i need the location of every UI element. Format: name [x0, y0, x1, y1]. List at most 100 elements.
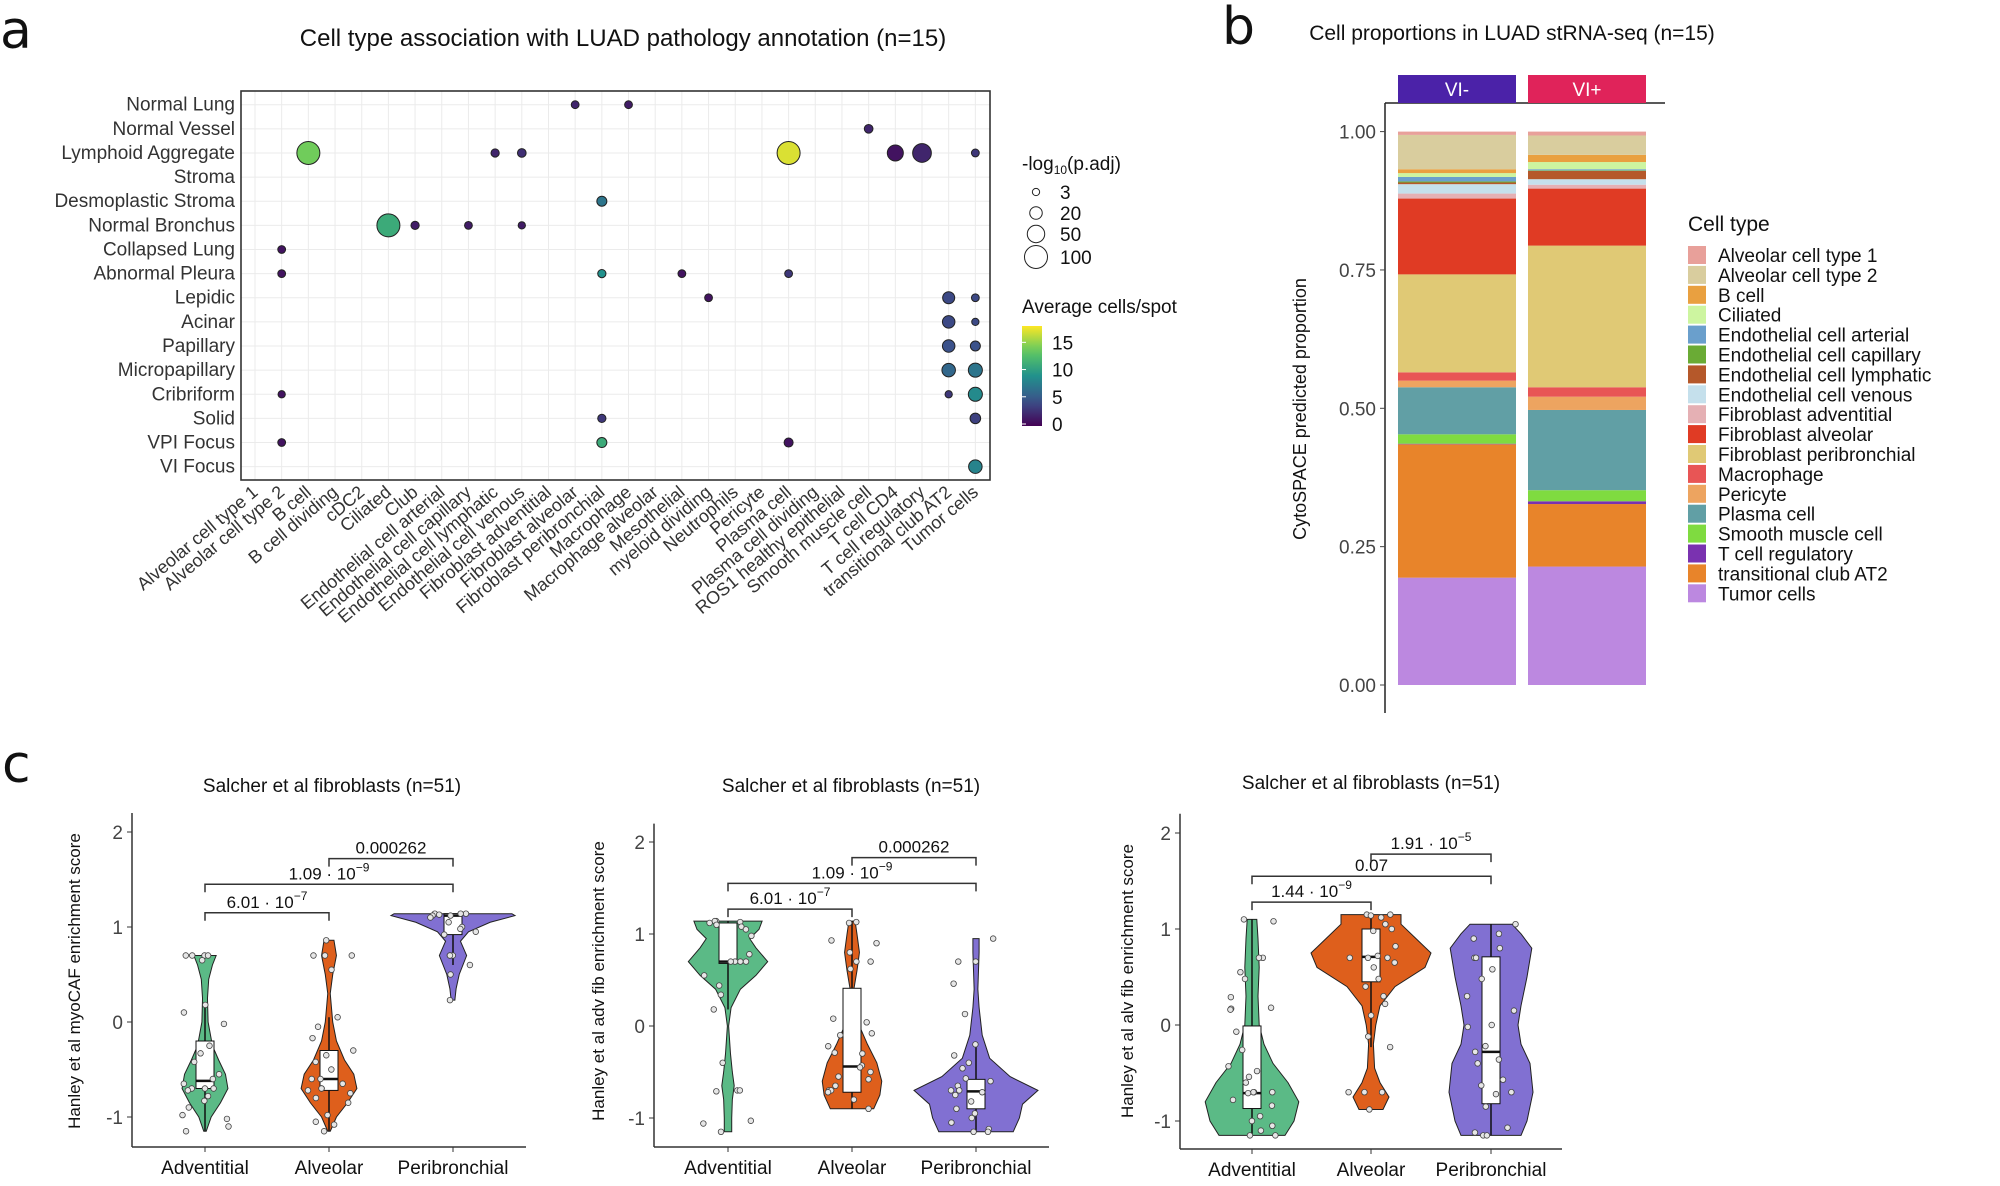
- data-point: [1508, 1088, 1515, 1096]
- data-point: [1366, 1106, 1373, 1113]
- data-point: [847, 965, 854, 973]
- legend-label: Tumor cells: [1718, 584, 1815, 605]
- y-tick-label: 0.50: [1339, 399, 1376, 420]
- p-value-exponent: −9: [356, 860, 370, 874]
- data-point: [204, 952, 212, 959]
- bubble: [677, 269, 687, 279]
- data-point: [197, 1050, 204, 1057]
- data-point: [1367, 1012, 1375, 1019]
- p-value-label: 1.44 · 10−9: [1271, 878, 1352, 901]
- significance-bracket: [1370, 853, 1492, 863]
- data-point: [1244, 1089, 1252, 1097]
- data-point: [1474, 1060, 1481, 1067]
- legend-swatch: [1688, 504, 1706, 523]
- bubble: [942, 291, 956, 305]
- bubble: [941, 339, 956, 353]
- y-tick-label: 0: [634, 1017, 645, 1038]
- row-label: Cribriform: [152, 384, 235, 405]
- data-point: [427, 914, 434, 921]
- data-point: [738, 923, 745, 930]
- data-point: [1499, 1076, 1507, 1083]
- legend-swatch: [1688, 265, 1706, 284]
- data-point: [1233, 1028, 1240, 1035]
- data-point: [1472, 954, 1480, 961]
- p-value-text: 1.09 · 10: [812, 863, 879, 882]
- box: [842, 987, 862, 1093]
- bubble: [969, 340, 981, 352]
- data-point: [837, 1031, 844, 1039]
- violin-1-title: Salcher et al fibroblasts (n=51): [203, 776, 461, 797]
- bubble: [296, 140, 321, 165]
- bubble: [596, 437, 608, 449]
- data-point: [1478, 975, 1485, 983]
- legend-label: Alveolar cell type 1: [1718, 246, 1877, 267]
- bubble: [944, 390, 953, 399]
- data-point: [447, 971, 454, 978]
- p-value-exponent: −7: [294, 889, 308, 903]
- data-point: [1471, 1048, 1479, 1056]
- colorbar-label: 10: [1052, 361, 1073, 382]
- legend-swatch: [1688, 524, 1706, 543]
- data-point: [953, 1105, 960, 1112]
- data-point: [1496, 945, 1504, 952]
- bubble: [277, 245, 287, 254]
- data-point: [746, 951, 753, 958]
- bubble: [624, 100, 633, 110]
- data-point: [179, 1111, 186, 1119]
- p-value-label: 1.09 · 10−9: [812, 859, 893, 882]
- x-tick-label: Adventitial: [161, 1158, 249, 1179]
- violin-1-ylabel: Hanley et al myoCAF enrichment score: [65, 833, 84, 1129]
- bubble: [704, 293, 713, 303]
- p-value-text: 1.91 · 10: [1391, 834, 1458, 853]
- size-legend-label: 50: [1060, 225, 1081, 246]
- data-point: [310, 952, 317, 959]
- legend-label: Pericyte: [1718, 485, 1787, 506]
- data-point: [1237, 969, 1244, 976]
- bar-segment: [1528, 154, 1646, 163]
- y-tick-label: 1: [634, 925, 645, 946]
- legend-label: Endothelial cell capillary: [1718, 346, 1921, 367]
- data-point: [457, 910, 464, 917]
- data-point: [1512, 921, 1519, 928]
- data-point: [435, 911, 443, 918]
- box: [1242, 1025, 1262, 1110]
- size-legend-circle: [1024, 245, 1048, 269]
- data-point: [345, 1099, 352, 1106]
- data-point: [965, 1059, 972, 1066]
- row-label: Solid: [193, 408, 235, 429]
- legend-label: Plasma cell: [1718, 505, 1815, 526]
- data-point: [713, 1088, 720, 1095]
- data-point: [323, 1052, 330, 1059]
- data-point: [1257, 1127, 1265, 1134]
- legend-swatch: [1688, 246, 1706, 264]
- legend-swatch: [1688, 484, 1706, 503]
- x-tick-label: Alveolar: [295, 1158, 364, 1179]
- data-point: [210, 1085, 217, 1092]
- data-point: [845, 919, 853, 927]
- data-point: [719, 1059, 726, 1066]
- row-label: Collapsed Lung: [103, 239, 235, 260]
- data-point: [828, 937, 835, 944]
- data-point: [215, 1071, 223, 1078]
- data-point: [1239, 1046, 1246, 1054]
- legend-label: Smooth muscle cell: [1718, 525, 1883, 546]
- data-point: [204, 1092, 212, 1100]
- data-point: [717, 1128, 725, 1135]
- y-tick-label: 2: [1160, 824, 1171, 845]
- data-point: [1227, 1006, 1234, 1013]
- panel-label-c: c: [2, 735, 31, 795]
- p-value-exponent: −5: [1458, 830, 1472, 844]
- significance-bracket: [727, 908, 853, 918]
- data-point: [853, 918, 860, 926]
- data-point: [1482, 1042, 1489, 1050]
- data-point: [865, 1076, 872, 1083]
- x-tick-label: Peribronchial: [398, 1158, 509, 1179]
- data-point: [1269, 1088, 1276, 1096]
- legend-swatch: [1688, 584, 1706, 603]
- size-legend-label: 100: [1060, 248, 1092, 269]
- data-point: [1381, 1000, 1389, 1008]
- bar-segment: [1528, 131, 1646, 136]
- legend-swatch: [1688, 425, 1706, 444]
- data-point: [308, 1075, 315, 1083]
- row-label: Micropapillary: [118, 360, 236, 381]
